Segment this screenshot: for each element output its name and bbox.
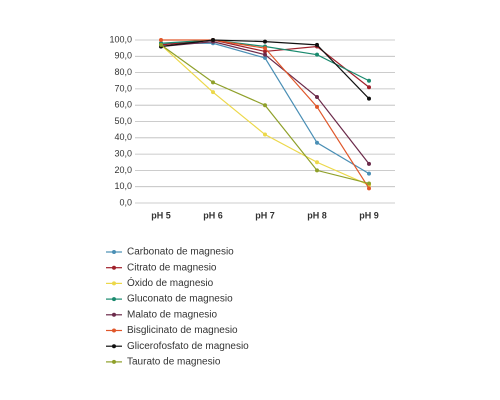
data-point [315,168,319,173]
data-point [367,186,371,191]
x-tick-label: pH 9 [359,210,379,220]
series-line [160,41,370,165]
legend-label: Óxido de magnesio [127,276,214,289]
data-point [263,46,267,51]
y-tick-label: 20,0 [114,165,132,175]
data-point [367,78,371,83]
data-point [211,80,215,85]
data-point [367,171,371,176]
y-tick-label: 70,0 [114,83,132,93]
data-point [263,55,267,60]
data-point [315,42,319,47]
data-point [263,52,267,57]
x-tick-label: pH 5 [151,210,171,220]
x-tick-label: pH 6 [203,210,223,220]
legend-label: Bisglicinato de magnesio [127,325,238,336]
y-tick-label: 10,0 [114,181,132,191]
legend-label: Citrato de magnesio [127,262,217,273]
legend-label: Glicerofosfato de magnesio [127,341,249,352]
data-point [367,161,371,166]
data-point [159,38,163,42]
data-point [211,38,215,42]
x-tick-label: pH 8 [307,210,327,220]
y-tick-label: 30,0 [114,148,132,158]
data-point [315,104,319,109]
legend-label: Gluconato de magnesio [127,294,233,305]
y-tick-label: 40,0 [114,132,132,142]
y-tick-label: 0,0 [119,197,132,207]
data-point [315,140,319,145]
data-point [367,181,371,186]
legend-marker [112,297,116,302]
data-point [263,132,267,137]
data-point [315,52,319,57]
y-tick-label: 60,0 [114,100,132,110]
data-point [315,95,319,100]
legend-label: Taurato de magnesio [127,357,221,368]
y-tick-label: 90,0 [114,51,132,61]
y-tick-label: 80,0 [114,67,132,77]
y-tick-label: 50,0 [114,116,132,126]
legend-label: Malato de magnesio [127,309,217,320]
data-point [367,96,371,101]
legend-marker [112,328,116,333]
data-point [263,39,267,44]
legend-marker [112,359,116,364]
legend-marker [112,312,116,317]
data-point [263,103,267,108]
y-tick-label: 100,0 [109,34,132,44]
legend-marker [112,265,116,270]
legend-marker [112,250,116,254]
legend-marker [112,281,116,286]
data-point [367,85,371,90]
data-point [211,90,215,95]
data-point [263,49,267,54]
data-point [315,160,319,165]
legend-marker [112,344,116,349]
x-tick-label: pH 7 [255,210,275,220]
legend-label: Carbonato de magnesio [127,247,234,258]
data-point [159,42,163,47]
